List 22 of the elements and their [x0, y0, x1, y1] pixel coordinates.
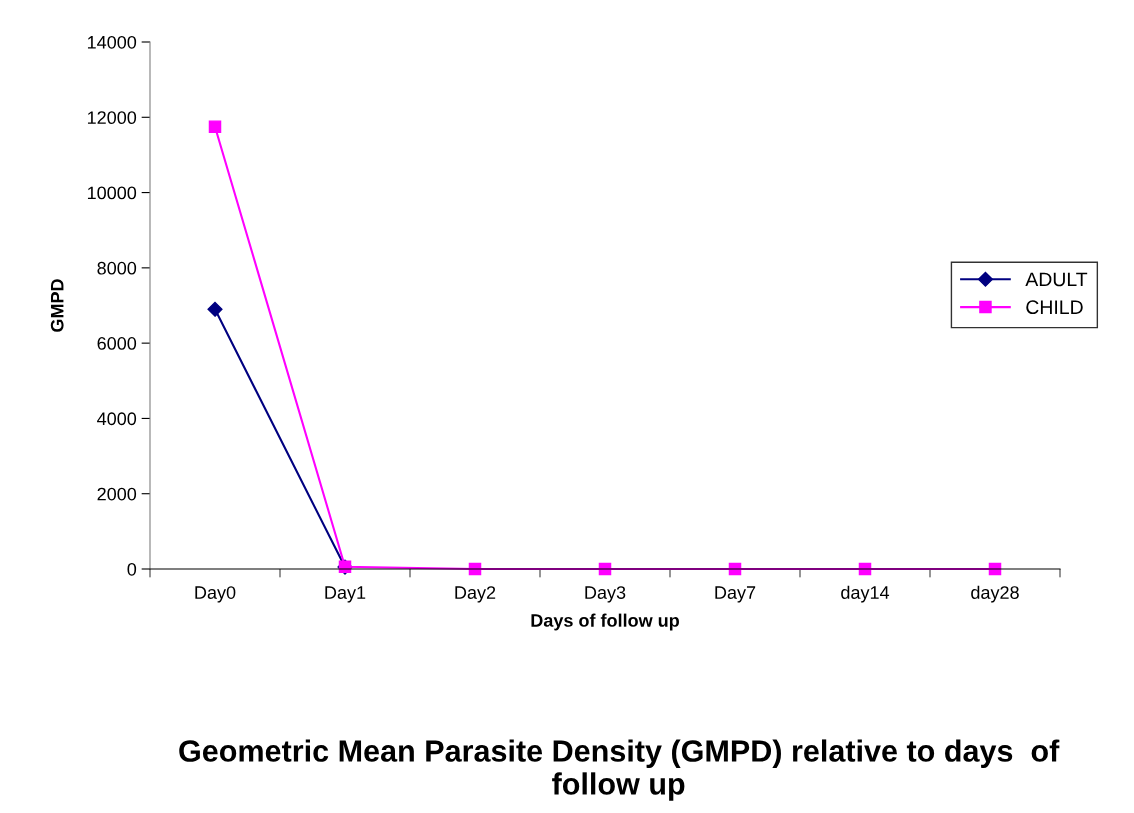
x-tick-label: Day7 [715, 586, 756, 603]
legend-label: CHILD [1026, 300, 1083, 315]
y-tick-label: 0 [127, 562, 137, 576]
x-tick-label: day28 [971, 585, 1019, 603]
y-tick-label: 14000 [87, 35, 137, 49]
y-tick-label: 4000 [97, 412, 137, 426]
y-tick-label: 12000 [87, 111, 137, 125]
y-tick-label: 6000 [97, 337, 137, 350]
point [207, 301, 223, 317]
point [208, 120, 222, 133]
x-axis-title: Days of follow up [531, 613, 679, 631]
legend-label: ADULT [1025, 272, 1088, 287]
x-tick-label: Day0 [195, 586, 236, 603]
x-tick-label: Day3 [585, 586, 626, 603]
x-tick-label: Day1 [325, 586, 366, 603]
x-tick-label: day14 [841, 585, 890, 603]
y-tick-label: 8000 [97, 261, 137, 275]
y-tick-label: 2000 [97, 487, 137, 501]
y-tick-label: 10000 [87, 186, 137, 200]
x-tick-label: Day2 [455, 586, 496, 603]
y-axis-title: GMPD [50, 279, 64, 332]
text: Geometric Mean Parasite Density (GMPD) relative to days of follow up [179, 739, 1060, 801]
